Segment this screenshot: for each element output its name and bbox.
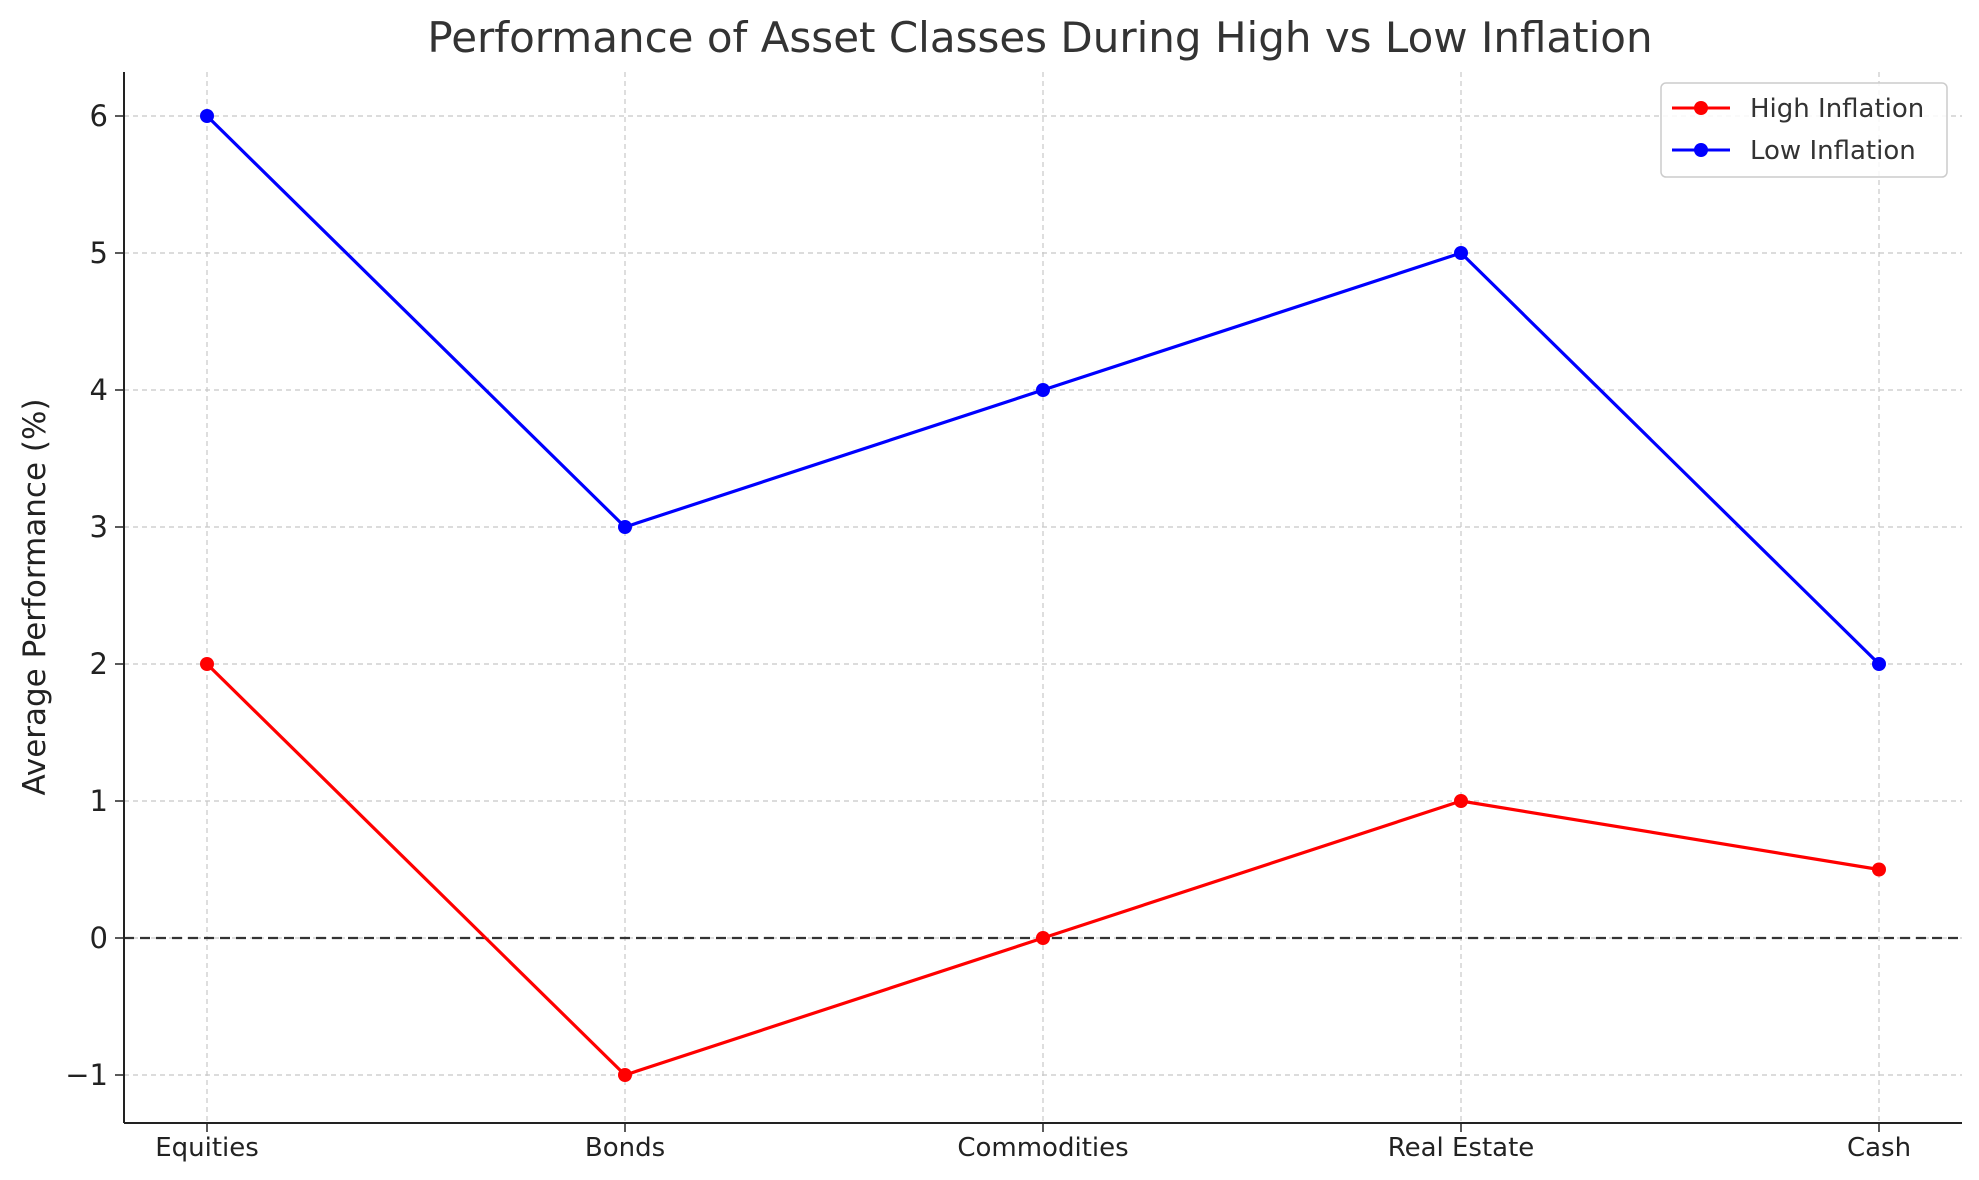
- legend-frame: [1660, 82, 1948, 178]
- y-tick-label: 5: [90, 236, 108, 270]
- x-ticks: Equities Bonds Commodities Real Estate Cash: [155, 1123, 1911, 1163]
- y-tick-label: 3: [90, 510, 108, 544]
- legend: High Inflation Low Inflation: [1660, 82, 1948, 178]
- series-lines: [200, 109, 1886, 1082]
- data-point-high-inflation-commodities: [1036, 931, 1050, 945]
- x-tick-label-commodities: Commodities: [957, 1133, 1128, 1163]
- data-point-low-inflation-cash: [1872, 657, 1886, 671]
- y-tick-label: 2: [90, 647, 108, 681]
- y-tick-label: 1: [90, 784, 108, 818]
- x-tick-label-cash: Cash: [1847, 1133, 1911, 1163]
- y-tick-label: −1: [65, 1058, 108, 1092]
- data-point-low-inflation-commodities: [1036, 383, 1050, 397]
- legend-marker-high-inflation: [1694, 101, 1708, 115]
- data-point-high-inflation-equities: [200, 657, 214, 671]
- chart-title: Performance of Asset Classes During High…: [427, 13, 1652, 62]
- grid-lines: [124, 72, 1962, 1123]
- legend-label-high-inflation: High Inflation: [1750, 94, 1924, 124]
- legend-label-low-inflation: Low Inflation: [1750, 136, 1916, 166]
- data-point-low-inflation-bonds: [618, 520, 632, 534]
- x-tick-label-equities: Equities: [155, 1133, 259, 1163]
- y-tick-label: 4: [90, 373, 108, 407]
- data-point-high-inflation-real-estate: [1454, 794, 1468, 808]
- x-tick-label-real-estate: Real Estate: [1388, 1133, 1535, 1163]
- data-point-low-inflation-equities: [200, 109, 214, 123]
- series-line-high-inflation: [205, 662, 1880, 1077]
- data-point-low-inflation-real-estate: [1454, 246, 1468, 260]
- legend-marker-low-inflation: [1694, 143, 1708, 157]
- data-point-high-inflation-cash: [1872, 862, 1886, 877]
- data-point-high-inflation-bonds: [618, 1068, 632, 1082]
- y-tick-label: 0: [90, 921, 108, 955]
- x-tick-label-bonds: Bonds: [585, 1133, 665, 1163]
- y-ticks: −1 0 1 2 3 4 5 6: [65, 99, 124, 1092]
- y-tick-label: 6: [90, 99, 108, 133]
- y-axis-label: Average Performance (%): [17, 398, 53, 795]
